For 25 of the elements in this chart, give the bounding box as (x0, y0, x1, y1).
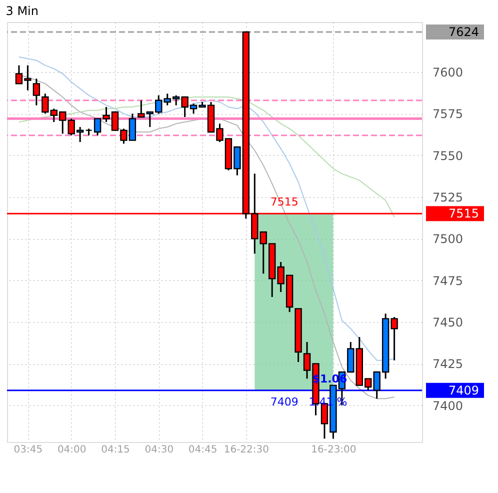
x-tick-label: 04:15 (101, 444, 130, 456)
y-tick-label: 7425 (432, 357, 464, 372)
y-tick-label: 7550 (432, 148, 464, 163)
ref-line-label: 7624 (448, 25, 479, 39)
annotation: 7515 (270, 196, 298, 209)
x-tick-label: 03:45 (14, 444, 43, 456)
y-tick-label: 7475 (432, 274, 464, 288)
x-tick-label: 04:45 (188, 444, 218, 456)
x-tick-label: 16-23:00 (311, 444, 356, 456)
x-tick-label: 04:00 (57, 444, 86, 456)
ref-line-label: 7409 (448, 383, 479, 398)
annotation: 7409 (270, 395, 298, 408)
line-series (18, 56, 395, 361)
y-tick-label: 7450 (432, 316, 464, 330)
chart-title: 3 Min (6, 4, 38, 18)
x-tick-label: 04:30 (144, 444, 174, 456)
y-tick-label: 7400 (432, 398, 464, 413)
line-series (18, 96, 395, 218)
y-tick-label: 7600 (432, 66, 464, 80)
candlestick (32, 78, 40, 106)
ref-line-label: 7515 (448, 206, 479, 221)
y-tick-label: 7575 (432, 107, 464, 122)
y-tick-label: 7500 (432, 232, 464, 246)
y-tick-label: 7525 (432, 190, 464, 204)
x-tick-label: 16-22:30 (224, 444, 269, 456)
